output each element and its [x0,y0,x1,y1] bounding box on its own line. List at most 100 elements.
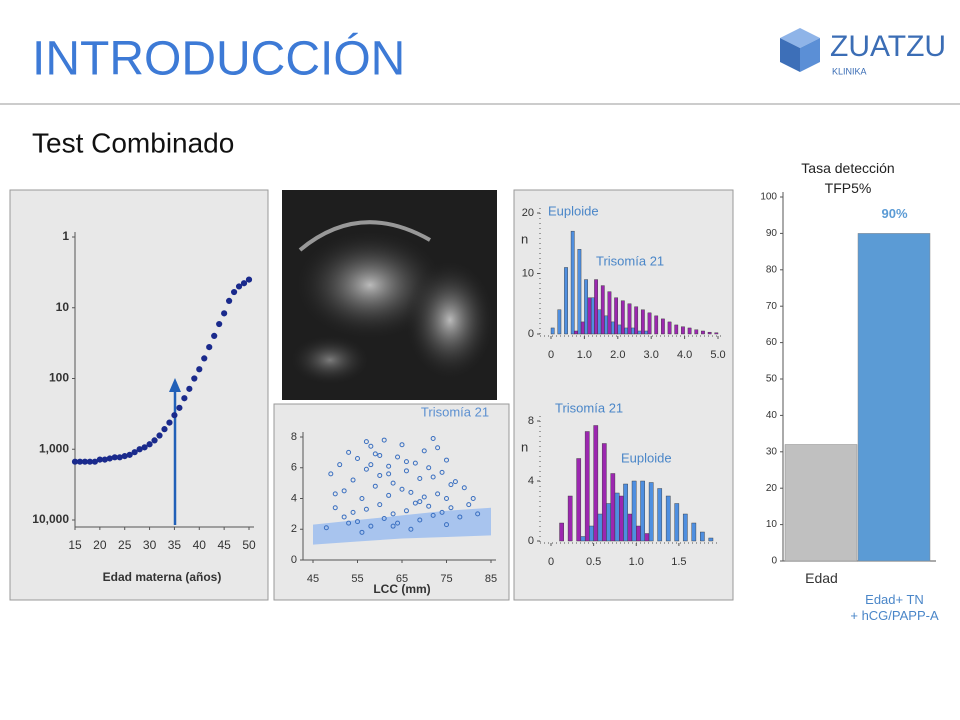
y-tick-label: 8 [291,431,297,443]
x-tick-label: 35 [168,538,182,552]
point [439,509,445,515]
point [131,449,138,456]
y-tick-label: 2 [291,523,297,535]
point [151,437,158,444]
point [341,488,347,494]
point [359,529,365,535]
point [470,496,476,501]
x-tick-label: 55 [351,573,363,585]
histogram-bar [604,315,608,335]
point [346,520,352,526]
histogram-bar [607,291,612,335]
point [116,454,123,461]
histogram-bar [593,425,599,542]
chart-title: Trisomía 21 [421,404,489,419]
bar [784,444,858,562]
histogram-bar [691,522,697,542]
point [201,355,208,362]
histogram-bar [657,488,663,542]
histogram-bar [674,324,679,335]
x-tick-label: 25 [118,538,132,552]
histogram-bar [610,473,616,542]
histogram-bar [587,297,592,335]
histogram-bar [559,522,564,542]
histogram-bar [567,495,573,542]
y-tick-label: 50 [766,374,778,385]
series-label: Trisomía 21 [555,400,623,415]
histogram-bar [647,312,652,335]
x-tick-label: 5.0 [710,349,725,361]
x-tick-label: 65 [396,573,408,585]
histogram-bar [620,300,625,335]
point [399,442,405,448]
y-axis-label: n [521,439,528,454]
x-tick-label: 0 [548,556,554,568]
y-tick-label: 0 [291,554,297,566]
x-tick-label: 1.0 [577,349,592,361]
value-label: 90% [881,206,907,221]
point [399,486,405,492]
point [448,482,454,488]
x-axis-label: LCC (mm) [373,582,430,596]
point [146,441,153,448]
point [395,454,401,460]
histogram-bar [694,329,699,335]
point [91,458,98,465]
histogram-bar [570,230,575,335]
category-label: Edad+ TN + hCG/PAPP-A [850,592,939,624]
point [71,458,79,465]
point [372,483,378,489]
point [106,455,113,462]
point [386,492,392,498]
y-tick-label: 0 [528,328,534,340]
bar [857,233,931,562]
histogram-bar [623,483,628,542]
histogram-bar [574,330,578,335]
histogram-bar [634,306,639,335]
point [372,451,378,457]
histogram-bar [589,525,594,542]
point [171,412,178,419]
histogram-bar [601,443,607,542]
point [435,445,441,451]
point [466,502,472,508]
y-tick-label: 30 [766,446,778,457]
point [377,452,383,458]
histogram-bar [667,321,672,335]
x-tick-label: 0 [548,349,554,361]
histogram-bar [564,267,568,335]
point [76,458,84,465]
y-tick-label: 60 [766,337,778,348]
point [111,454,118,461]
point [161,426,168,433]
histogram-bar [624,327,629,335]
histogram-bar [665,495,671,542]
point [421,448,427,454]
point [181,395,188,402]
histogram-bar [681,326,685,335]
histogram-bar [617,324,622,335]
histogram-bar [708,537,714,542]
x-tick-label: 45 [217,538,231,552]
point [381,515,387,521]
point [156,432,163,439]
point [341,514,347,520]
series-label: Euploide [621,450,672,465]
histogram-bar [674,503,680,542]
point [452,479,458,485]
histogram-bar [630,327,635,335]
histogram-bar [627,513,633,542]
point [240,280,248,287]
point [390,480,396,486]
point [403,468,409,474]
category-label: Edad [805,570,838,586]
point [426,465,432,471]
point [176,404,183,411]
panel [273,403,510,601]
point [166,419,173,426]
x-tick-label: 1.5 [671,556,686,568]
point [439,469,445,475]
histogram-bar [687,327,692,335]
x-tick-label: 50 [242,538,256,552]
histogram-bar [700,531,705,542]
